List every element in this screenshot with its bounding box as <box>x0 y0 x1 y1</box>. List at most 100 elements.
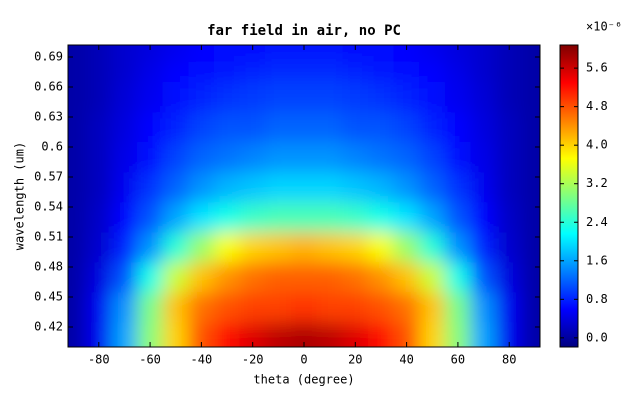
heatmap-cell <box>137 201 164 233</box>
y-tick-label: 0.57 <box>34 170 63 184</box>
heatmap-cell <box>68 171 86 203</box>
colorbar-tick-label: 1.6 <box>586 253 608 267</box>
x-axis-label: theta (degree) <box>253 373 354 387</box>
heatmap-cell <box>111 261 138 293</box>
colorbar <box>560 45 578 347</box>
heatmap-cell <box>290 81 318 113</box>
heatmap-cell <box>470 45 497 62</box>
heatmap-cell <box>85 111 112 143</box>
heatmap-cell <box>111 111 138 143</box>
heatmap-cell <box>239 171 266 203</box>
y-tick-label: 0.45 <box>34 290 63 304</box>
colorbar-tick-label: 2.4 <box>586 215 608 229</box>
y-axis-label: wavelength (um) <box>13 142 27 250</box>
heatmap-cell <box>342 171 369 203</box>
heatmap-cell <box>213 201 241 233</box>
heatmap-cell <box>68 322 86 347</box>
heatmap-cell <box>367 201 395 233</box>
heatmap-cell <box>265 322 292 347</box>
colorbar-tick-label: 3.2 <box>586 176 608 190</box>
heatmap-cell <box>393 171 420 203</box>
heatmap-cell <box>393 201 420 233</box>
heatmap-cell <box>522 171 540 203</box>
x-tick-label: -20 <box>242 353 264 367</box>
heatmap-cell <box>265 261 292 293</box>
heatmap-cell <box>290 291 318 323</box>
heatmap-cell <box>419 322 446 347</box>
heatmap-cell <box>137 261 164 293</box>
x-tick-label: 20 <box>348 353 362 367</box>
heatmap-cell <box>522 261 540 293</box>
heatmap-cell <box>290 111 318 143</box>
heatmap-cell <box>496 45 523 62</box>
heatmap-cell <box>316 322 343 347</box>
heatmap-cell <box>522 141 540 173</box>
heatmap-cell <box>188 261 215 293</box>
heatmap-cell <box>316 201 343 233</box>
heatmap-cell <box>367 141 395 173</box>
heatmap-cell <box>342 261 369 293</box>
heatmap-cell <box>111 201 138 233</box>
heatmap-cell <box>162 111 189 143</box>
heatmap-cell <box>522 111 540 143</box>
heatmap-cell <box>239 261 266 293</box>
heatmap-cell <box>316 111 343 143</box>
heatmap-cell <box>522 231 540 263</box>
heatmap-cell <box>342 201 369 233</box>
heatmap-cell <box>137 291 164 323</box>
colorbar-tick-label: 0.8 <box>586 292 608 306</box>
heatmap-cell <box>342 111 369 143</box>
heatmap-cell <box>213 111 241 143</box>
heatmap-cell <box>111 231 138 263</box>
heatmap-cell <box>470 141 497 173</box>
heatmap-cell <box>162 45 189 62</box>
heatmap-cell <box>137 111 164 143</box>
heatmap-cell <box>316 171 343 203</box>
heatmap-cell <box>188 81 215 113</box>
heatmap-cell <box>470 171 497 203</box>
heatmap-cell <box>68 201 86 233</box>
colorbar-frame <box>559 44 579 348</box>
heatmap-cell <box>213 322 241 347</box>
heatmap-cell <box>188 141 215 173</box>
heatmap-cell <box>419 45 446 62</box>
y-tick-label: 0.42 <box>34 320 63 334</box>
heatmap-cell <box>188 231 215 263</box>
heatmap-cell <box>496 81 523 113</box>
heatmap-cell <box>265 45 292 62</box>
heatmap-cell <box>393 81 420 113</box>
heatmap-cell <box>419 291 446 323</box>
heatmap-cell <box>470 111 497 143</box>
heatmap-cell <box>162 141 189 173</box>
y-tick-label: 0.48 <box>34 260 63 274</box>
heatmap-cell <box>444 291 471 323</box>
heatmap-cell <box>367 45 395 62</box>
heatmap-cell <box>496 171 523 203</box>
heatmap-cell <box>85 291 112 323</box>
heatmap-cell <box>522 322 540 347</box>
heatmap-cell <box>316 141 343 173</box>
heatmap-cell <box>342 81 369 113</box>
heatmap-cell <box>137 141 164 173</box>
heatmap-cell <box>265 111 292 143</box>
heatmap-cell <box>265 231 292 263</box>
heatmap-cell <box>137 81 164 113</box>
heatmap-cell <box>367 231 395 263</box>
heatmap-cell <box>265 291 292 323</box>
heatmap-cell <box>290 231 318 263</box>
colorbar-tick-label: 4.0 <box>586 138 608 152</box>
heatmap-cell <box>265 81 292 113</box>
x-tick-label: 0 <box>300 353 307 367</box>
heatmap-cell <box>68 261 86 293</box>
heatmap-cell <box>290 141 318 173</box>
heatmap-cell <box>419 201 446 233</box>
heatmap-cell <box>85 141 112 173</box>
heatmap-cell <box>265 201 292 233</box>
heatmap-cell <box>111 141 138 173</box>
heatmap-cell <box>85 261 112 293</box>
heatmap-cell <box>419 111 446 143</box>
heatmap-cell <box>470 81 497 113</box>
heatmap-cell <box>496 201 523 233</box>
heatmap-cell <box>444 81 471 113</box>
plot-frame <box>67 44 541 348</box>
